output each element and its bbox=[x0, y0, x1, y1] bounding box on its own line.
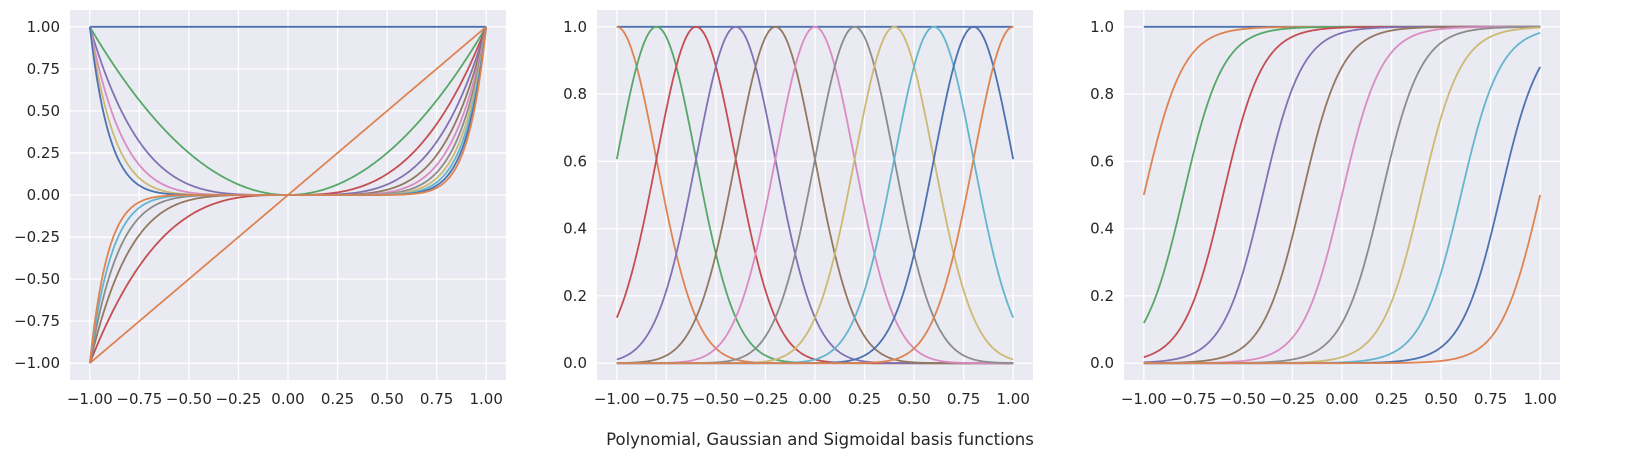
y-tick-label: −1.00 bbox=[14, 354, 60, 372]
y-tick-label: −0.50 bbox=[14, 270, 60, 288]
x-tick-label: 0.75 bbox=[420, 390, 453, 408]
x-tick-label: 0.75 bbox=[947, 390, 980, 408]
x-tick-label: 1.00 bbox=[996, 390, 1029, 408]
x-tick-label: −0.50 bbox=[693, 390, 739, 408]
y-tick-label: 0.75 bbox=[27, 60, 60, 78]
series-line bbox=[616, 25, 1014, 365]
gaussian-panel: −1.00 −0.75 −0.50 −0.25 0.00 0.25 0.50 0.75 1.00… bbox=[563, 10, 1033, 408]
x-tick-label: 0.50 bbox=[1424, 390, 1457, 408]
y-tick-label: 0.4 bbox=[1090, 220, 1114, 238]
y-tick-label: 0.8 bbox=[563, 85, 587, 103]
y-tick-label: 0.50 bbox=[27, 102, 60, 120]
y-tick-label: 0.8 bbox=[1090, 85, 1114, 103]
x-tick-label: −0.75 bbox=[116, 390, 162, 408]
y-tick-label: 1.0 bbox=[563, 18, 587, 36]
x-tick-label: 0.75 bbox=[1474, 390, 1507, 408]
y-tick-label: 1.0 bbox=[1090, 18, 1114, 36]
y-tick-label: −0.75 bbox=[14, 312, 60, 330]
x-tick-label: −0.75 bbox=[643, 390, 689, 408]
y-tick-label: 0.2 bbox=[563, 287, 587, 305]
x-tick-label: −0.25 bbox=[742, 390, 788, 408]
x-tick-label: −0.75 bbox=[1170, 390, 1216, 408]
x-tick-label: −0.50 bbox=[1220, 390, 1266, 408]
x-tick-label: 0.00 bbox=[271, 390, 304, 408]
y-tick-label: 0.00 bbox=[27, 186, 60, 204]
x-tick-label: 1.00 bbox=[469, 390, 502, 408]
x-tick-label: 0.50 bbox=[897, 390, 930, 408]
x-tick-label: 0.25 bbox=[848, 390, 881, 408]
x-tick-label: −1.00 bbox=[1121, 390, 1167, 408]
x-tick-label: 0.00 bbox=[798, 390, 831, 408]
series-line bbox=[616, 25, 1014, 365]
polynomial-panel: −1.00 −0.75 −0.50 −0.25 0.00 0.25 0.50 0.75 1.00… bbox=[14, 10, 506, 408]
x-tick-label: 0.25 bbox=[321, 390, 354, 408]
y-tick-label: 0.4 bbox=[563, 220, 587, 238]
y-tick-label: 0.2 bbox=[1090, 287, 1114, 305]
x-tick-label: −1.00 bbox=[67, 390, 113, 408]
sigmoidal-panel: −1.00 −0.75 −0.50 −0.25 0.00 0.25 0.50 0.75 1.00… bbox=[1090, 10, 1560, 408]
x-tick-label: 0.25 bbox=[1375, 390, 1408, 408]
y-tick-label: −0.25 bbox=[14, 228, 60, 246]
x-tick-label: −0.50 bbox=[166, 390, 212, 408]
series-line bbox=[88, 26, 488, 364]
y-tick-label: 0.0 bbox=[1090, 354, 1114, 372]
y-tick-label: 0.6 bbox=[563, 152, 587, 170]
y-tick-label: 0.6 bbox=[1090, 152, 1114, 170]
y-tick-label: 1.00 bbox=[27, 18, 60, 36]
y-tick-label: 0.25 bbox=[27, 144, 60, 162]
x-tick-label: −0.25 bbox=[215, 390, 261, 408]
x-tick-label: 0.50 bbox=[370, 390, 403, 408]
x-tick-label: −0.25 bbox=[1269, 390, 1315, 408]
figure-title: Polynomial, Gaussian and Sigmoidal basis… bbox=[606, 430, 1034, 449]
x-tick-label: −1.00 bbox=[594, 390, 640, 408]
series-line bbox=[1143, 194, 1542, 365]
x-tick-label: 0.00 bbox=[1325, 390, 1358, 408]
y-tick-label: 0.0 bbox=[563, 354, 587, 372]
x-tick-label: 1.00 bbox=[1523, 390, 1556, 408]
